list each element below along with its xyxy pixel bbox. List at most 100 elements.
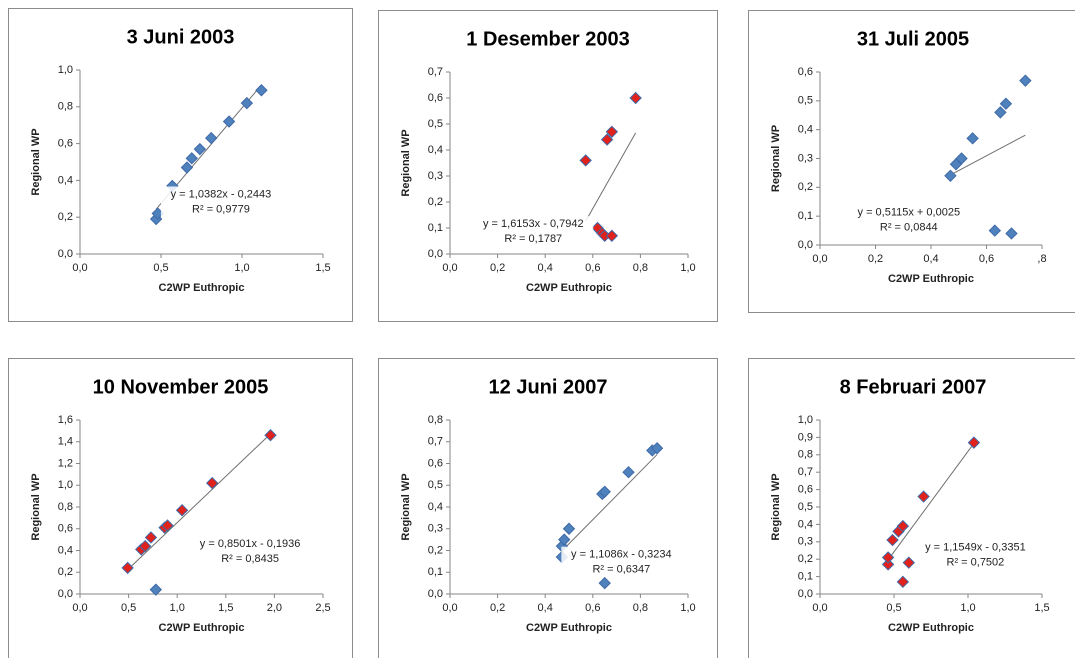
y-tick-label: 1,2: [58, 457, 73, 469]
y-tick-label: 0,1: [428, 566, 443, 578]
chart-title: 3 Juni 2003: [127, 26, 235, 48]
data-point: [562, 522, 576, 535]
panel-frame: [748, 10, 1075, 313]
trendline: [887, 443, 975, 561]
data-point: [598, 576, 611, 590]
data-point: [222, 115, 236, 128]
x-tick-label: 0,8: [633, 262, 648, 274]
x-tick-label: 1,0: [960, 602, 975, 614]
data-point: [966, 132, 979, 145]
x-tick-label: 0,5: [886, 602, 901, 614]
x-tick-label: 2,5: [315, 602, 330, 614]
trend-equation: y = 0,5115x + 0,0025: [858, 207, 961, 219]
data-point: [1005, 227, 1018, 240]
trendline: [585, 132, 637, 222]
x-axis-label: C2WP Euthropic: [159, 622, 245, 634]
data-point: [967, 436, 981, 449]
trendline: [950, 134, 1026, 176]
y-axis-label: Regional WP: [30, 128, 42, 195]
y-axis-label: Regional WP: [400, 129, 412, 196]
trendline: [127, 433, 271, 571]
trend-r2: R² = 0,1787: [504, 233, 562, 245]
x-tick-label: 0,5: [153, 262, 168, 274]
y-tick-label: 0,3: [798, 152, 813, 164]
data-point: [650, 442, 664, 455]
x-axis-label: C2WP Euthropic: [888, 622, 974, 634]
data-point: [598, 485, 611, 498]
data-point: [138, 539, 152, 553]
trend-r2: R² = 0,6347: [592, 564, 650, 576]
data-point: [988, 224, 1002, 237]
data-point: [622, 465, 635, 479]
x-tick-label: 0,0: [72, 262, 87, 274]
data-point: [1019, 74, 1032, 87]
data-point: [149, 583, 163, 596]
data-point: [240, 96, 254, 110]
y-axis-label: Regional WP: [770, 473, 782, 540]
y-tick-label: 1,0: [58, 479, 73, 491]
chart-title: 1 Desember 2003: [466, 28, 629, 50]
panel-frame: [748, 358, 1075, 658]
x-tick-label: 1,0: [680, 602, 695, 614]
y-tick-label: 0,6: [428, 92, 443, 104]
trend-equation: y = 1,6153x - 0,7942: [483, 218, 584, 230]
trend-equation: y = 0,8501x - 0,1936: [200, 538, 301, 550]
y-tick-label: 0,5: [798, 95, 813, 107]
y-tick-label: 0,3: [428, 170, 443, 182]
y-axis-label: Regional WP: [400, 473, 412, 540]
y-tick-label: 0,4: [428, 144, 443, 156]
x-tick-label: 0,4: [923, 253, 938, 265]
data-point: [944, 169, 957, 183]
y-tick-label: 0,7: [428, 66, 443, 78]
y-tick-label: 0,5: [428, 479, 443, 491]
x-tick-label: 0,6: [585, 262, 600, 274]
x-tick-label: ,8: [1037, 253, 1046, 265]
trend-equation: y = 1,0382x - 0,2443: [171, 188, 272, 200]
x-tick-label: 0,5: [121, 602, 136, 614]
panel-frame: [378, 358, 718, 658]
equation-bg: [473, 216, 594, 247]
x-axis-label: C2WP Euthropic: [888, 273, 974, 285]
data-point: [902, 556, 916, 569]
x-tick-label: 0,4: [538, 262, 553, 274]
equation-bg: [561, 546, 682, 577]
trend-r2: R² = 0,0844: [880, 222, 938, 234]
y-tick-label: 0,1: [428, 222, 443, 234]
y-tick-label: 0,3: [798, 536, 813, 548]
y-tick-label: 0,8: [798, 449, 813, 461]
trend-equation: y = 1,1549x - 0,3351: [925, 542, 1026, 554]
x-tick-label: 1,0: [170, 602, 185, 614]
trend-r2: R² = 0,9779: [192, 203, 250, 215]
y-tick-label: 0,4: [58, 174, 73, 186]
x-tick-label: 1,5: [218, 602, 233, 614]
y-tick-label: 0,5: [428, 118, 443, 130]
y-tick-label: 0,2: [798, 553, 813, 565]
x-tick-label: 0,2: [490, 262, 505, 274]
y-tick-label: 0,9: [798, 431, 813, 443]
x-axis-label: C2WP Euthropic: [159, 282, 245, 294]
x-tick-label: 0,8: [633, 602, 648, 614]
y-tick-label: 0,0: [428, 248, 443, 260]
data-point: [605, 229, 619, 243]
x-tick-label: 0,0: [812, 602, 827, 614]
x-tick-label: 1,0: [680, 262, 695, 274]
panel-frame: [378, 10, 718, 322]
y-tick-label: 0,5: [798, 501, 813, 513]
y-tick-label: 0,0: [58, 248, 73, 260]
x-tick-label: 0,6: [585, 602, 600, 614]
y-tick-label: 0,8: [58, 101, 73, 113]
x-tick-label: 0,4: [538, 602, 553, 614]
data-point: [579, 154, 592, 167]
equation-bg: [915, 539, 1036, 570]
data-point: [881, 551, 895, 564]
x-tick-label: 0,0: [442, 262, 457, 274]
chart-title: 12 Juni 2007: [489, 376, 608, 398]
data-point: [558, 533, 571, 546]
data-point: [185, 152, 198, 165]
data-point: [994, 106, 1007, 119]
y-tick-label: 0,4: [428, 501, 443, 513]
data-point: [161, 519, 174, 532]
y-tick-label: 0,8: [58, 501, 73, 513]
y-tick-label: 0,1: [798, 571, 813, 583]
chart-title: 8 Februari 2007: [840, 376, 987, 398]
